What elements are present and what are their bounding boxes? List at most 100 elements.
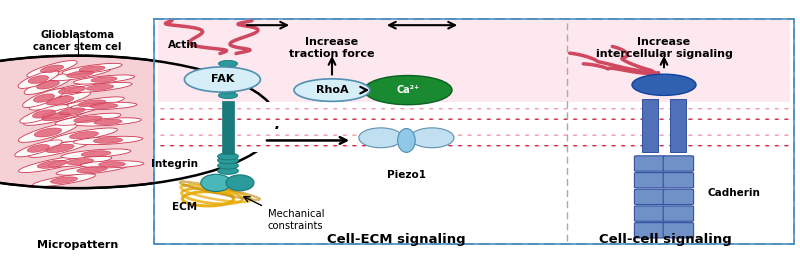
Circle shape — [218, 92, 238, 99]
Circle shape — [659, 108, 664, 109]
Circle shape — [582, 134, 587, 136]
Circle shape — [534, 108, 539, 109]
Circle shape — [364, 76, 452, 105]
Ellipse shape — [74, 75, 134, 84]
Circle shape — [592, 108, 597, 109]
Circle shape — [266, 134, 270, 136]
Circle shape — [506, 145, 510, 147]
Circle shape — [746, 134, 750, 136]
Circle shape — [208, 134, 213, 136]
Circle shape — [189, 145, 194, 147]
Circle shape — [275, 108, 280, 109]
Circle shape — [218, 66, 238, 72]
Circle shape — [400, 134, 405, 136]
Circle shape — [746, 108, 750, 109]
Circle shape — [688, 145, 693, 147]
Bar — [158, 129, 790, 152]
Circle shape — [717, 118, 722, 120]
Circle shape — [554, 108, 558, 109]
Ellipse shape — [56, 164, 128, 175]
Circle shape — [227, 134, 232, 136]
Circle shape — [726, 108, 731, 109]
Circle shape — [544, 108, 549, 109]
Circle shape — [429, 108, 434, 109]
Circle shape — [544, 145, 549, 147]
Circle shape — [218, 134, 222, 136]
Circle shape — [160, 145, 165, 147]
Circle shape — [774, 118, 779, 120]
Circle shape — [640, 108, 645, 109]
Circle shape — [640, 118, 645, 120]
Ellipse shape — [50, 177, 78, 183]
Circle shape — [410, 145, 414, 147]
Ellipse shape — [86, 85, 114, 90]
Text: Integrin: Integrin — [151, 159, 198, 169]
FancyBboxPatch shape — [663, 173, 694, 188]
Text: RhoA: RhoA — [316, 85, 348, 95]
Circle shape — [630, 108, 635, 109]
Circle shape — [208, 145, 213, 147]
FancyBboxPatch shape — [634, 223, 665, 238]
Circle shape — [458, 145, 462, 147]
Circle shape — [582, 145, 587, 147]
Circle shape — [774, 145, 779, 147]
Circle shape — [554, 145, 558, 147]
Circle shape — [534, 145, 539, 147]
Circle shape — [323, 145, 328, 147]
Circle shape — [314, 134, 318, 136]
Circle shape — [362, 145, 366, 147]
Circle shape — [563, 134, 568, 136]
Circle shape — [632, 74, 696, 95]
Circle shape — [621, 108, 626, 109]
Circle shape — [765, 118, 770, 120]
Circle shape — [371, 145, 376, 147]
Circle shape — [400, 145, 405, 147]
Circle shape — [390, 134, 395, 136]
Circle shape — [160, 134, 165, 136]
Circle shape — [650, 118, 654, 120]
Circle shape — [371, 108, 376, 109]
Circle shape — [669, 134, 674, 136]
Ellipse shape — [59, 108, 85, 115]
Circle shape — [342, 108, 347, 109]
Ellipse shape — [55, 113, 121, 125]
Circle shape — [698, 134, 702, 136]
Ellipse shape — [18, 156, 86, 173]
Circle shape — [602, 145, 606, 147]
Circle shape — [419, 108, 424, 109]
Circle shape — [611, 134, 616, 136]
Circle shape — [573, 118, 578, 120]
Ellipse shape — [90, 103, 118, 109]
Circle shape — [592, 145, 597, 147]
Circle shape — [659, 134, 664, 136]
Circle shape — [333, 134, 338, 136]
Circle shape — [198, 108, 203, 109]
Ellipse shape — [30, 91, 90, 110]
Circle shape — [218, 167, 238, 174]
Circle shape — [688, 134, 693, 136]
Ellipse shape — [74, 136, 142, 145]
Circle shape — [630, 145, 635, 147]
Circle shape — [218, 162, 238, 169]
Circle shape — [218, 82, 238, 88]
Circle shape — [698, 118, 702, 120]
Circle shape — [189, 108, 194, 109]
Circle shape — [294, 145, 299, 147]
Text: ECM: ECM — [172, 202, 197, 212]
Circle shape — [179, 145, 184, 147]
Circle shape — [256, 145, 261, 147]
Circle shape — [650, 145, 654, 147]
FancyBboxPatch shape — [663, 223, 694, 238]
Circle shape — [534, 118, 539, 120]
Circle shape — [746, 145, 750, 147]
Circle shape — [707, 145, 712, 147]
Circle shape — [611, 118, 616, 120]
Circle shape — [467, 108, 472, 109]
Ellipse shape — [80, 161, 144, 168]
Circle shape — [179, 118, 184, 120]
Circle shape — [266, 118, 270, 120]
Ellipse shape — [58, 86, 86, 94]
Circle shape — [419, 118, 424, 120]
Circle shape — [275, 118, 280, 120]
Circle shape — [525, 145, 530, 147]
